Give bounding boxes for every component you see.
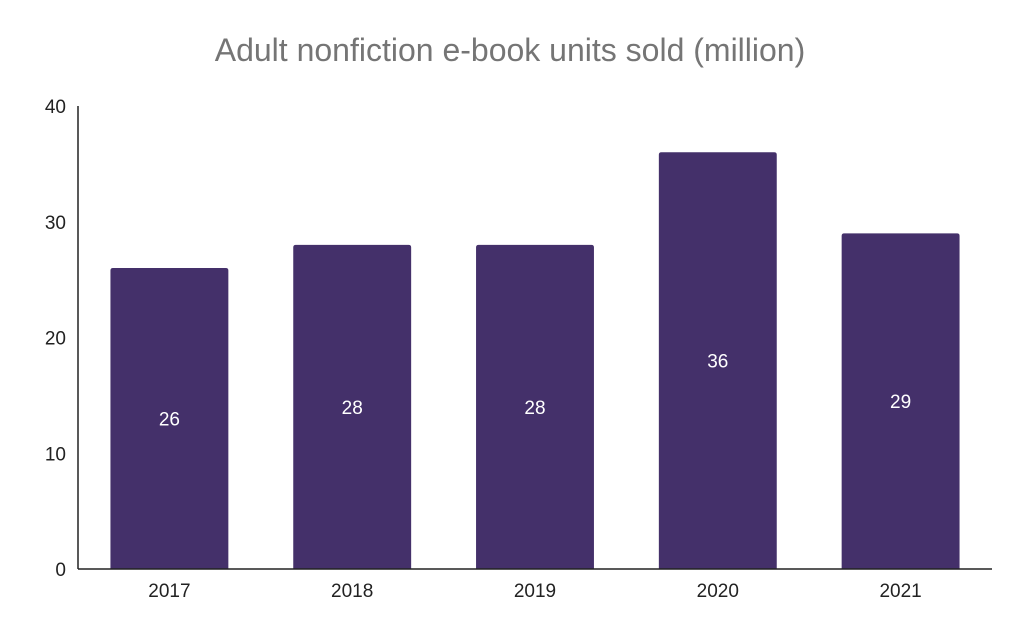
data-labels-group: 26 28 28 36 29 <box>159 352 911 431</box>
x-tick-labels-group: 2017 2018 2019 2020 2021 <box>148 581 921 602</box>
data-label-2021: 29 <box>890 392 911 413</box>
x-tick-label-2018: 2018 <box>331 581 373 602</box>
y-tick-labels-group: 0 10 20 30 40 <box>45 97 66 581</box>
data-label-2020: 36 <box>707 352 728 373</box>
data-label-2018: 28 <box>342 398 363 419</box>
bar-2019 <box>476 244 594 569</box>
y-tick-label-20: 20 <box>45 329 66 350</box>
bar-2021 <box>841 233 960 569</box>
data-label-2017: 26 <box>159 410 180 431</box>
y-tick-label-30: 30 <box>45 213 66 234</box>
bars-group <box>110 152 960 570</box>
y-tick-label-40: 40 <box>45 97 66 118</box>
bar-2020 <box>658 152 777 570</box>
x-tick-label-2020: 2020 <box>697 581 739 602</box>
x-tick-label-2021: 2021 <box>879 581 921 602</box>
data-label-2019: 28 <box>524 398 545 419</box>
y-tick-label-10: 10 <box>45 444 66 465</box>
y-tick-label-0: 0 <box>55 560 66 581</box>
x-tick-label-2019: 2019 <box>514 581 556 602</box>
chart-title: Adult nonfiction e-book units sold (mill… <box>215 32 806 68</box>
x-tick-label-2017: 2017 <box>148 581 190 602</box>
bar-2017 <box>110 268 229 569</box>
bar-2018 <box>293 244 412 569</box>
